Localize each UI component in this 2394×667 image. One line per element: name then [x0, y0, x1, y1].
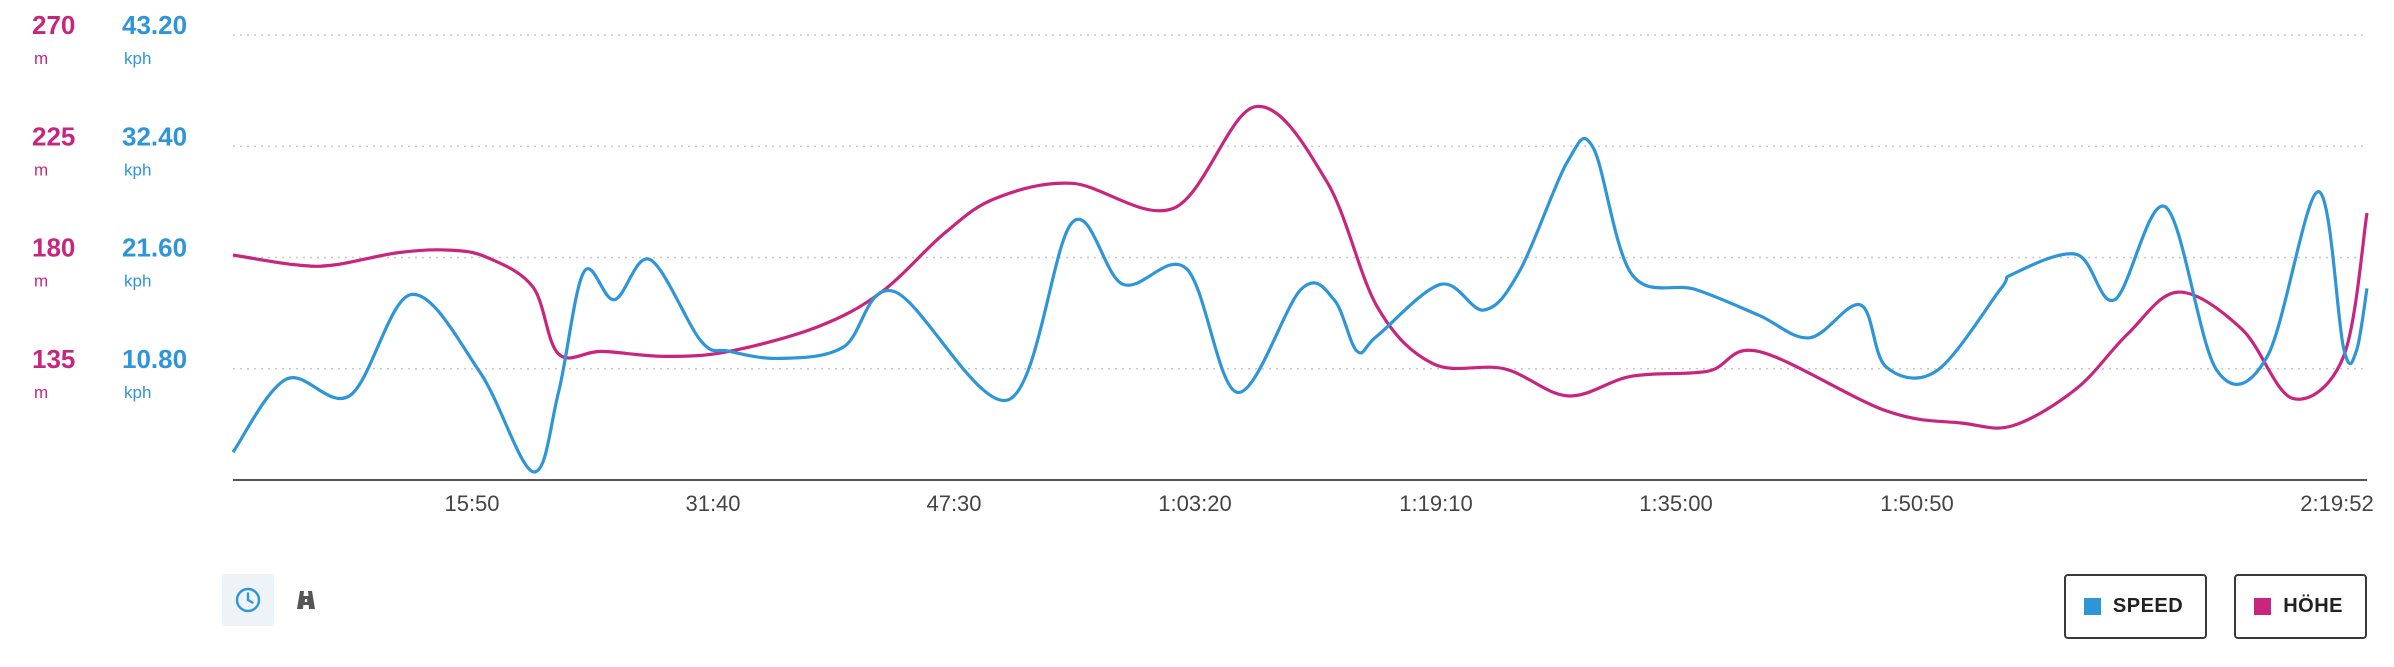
y-tick-label-elevation: 135 [32, 344, 75, 374]
x-tick-label: 1:03:20 [1158, 491, 1231, 516]
y-tick-label-speed: 43.20 [122, 10, 187, 40]
legend-speed-label: SPEED [2112, 595, 2184, 617]
y-unit-elevation: m [34, 383, 48, 402]
y-tick-label-elevation: 225 [32, 121, 75, 151]
x-tick-label: 1:50:50 [1880, 491, 1953, 516]
y-unit-speed: kph [124, 160, 151, 179]
time-axis-button[interactable] [222, 574, 274, 626]
y-tick-label-speed: 32.40 [122, 121, 187, 151]
speed-series-line [231, 136, 2369, 474]
clock-icon [235, 587, 261, 613]
legend-elevation-label: HÖHE [2283, 595, 2343, 617]
legend-speed-toggle[interactable]: SPEED [2063, 574, 2208, 639]
road-icon [297, 591, 315, 609]
y-unit-elevation: m [34, 272, 48, 291]
y-tick-label-speed: 10.80 [122, 344, 187, 374]
y-unit-speed: kph [124, 49, 151, 68]
legend-elevation-toggle[interactable]: HÖHE [2234, 574, 2367, 639]
elevation-series-line [232, 105, 2369, 430]
x-tick-label: 2:19:52 [2300, 491, 2373, 516]
y-unit-elevation: m [34, 49, 48, 68]
x-tick-label: 1:35:00 [1639, 491, 1712, 516]
x-tick-label: 47:30 [926, 491, 981, 516]
y-tick-label-elevation: 180 [32, 233, 75, 263]
legend-elevation-swatch [2254, 598, 2272, 615]
chart-legend: SPEED HÖHE [2063, 574, 2367, 639]
distance-axis-button[interactable] [280, 574, 332, 626]
y-unit-speed: kph [124, 383, 151, 402]
y-tick-label-elevation: 270 [32, 10, 75, 40]
legend-speed-swatch [2083, 598, 2101, 615]
x-axis-mode-toolbar [222, 574, 332, 626]
x-tick-label: 1:19:10 [1399, 491, 1472, 516]
y-unit-speed: kph [124, 272, 151, 291]
x-tick-label: 31:40 [685, 491, 740, 516]
line-chart: 270 m 43.20 kph 225 m 32.40 kph 180 m 21.60 kph 135 m… [32, 10, 2374, 516]
y-tick-label-speed: 21.60 [122, 233, 187, 263]
y-unit-elevation: m [34, 160, 48, 179]
x-tick-label: 15:50 [444, 491, 499, 516]
